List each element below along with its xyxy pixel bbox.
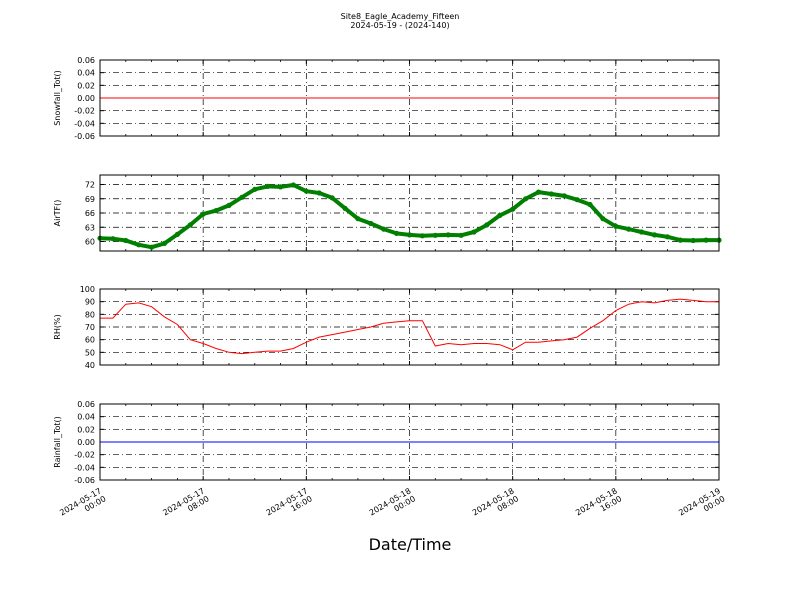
data-point <box>355 216 361 222</box>
y-tick-label: -0.04 <box>74 119 95 128</box>
data-point <box>445 232 451 238</box>
data-point <box>226 202 232 208</box>
plot-frame <box>99 59 720 137</box>
y-tick-label: -0.02 <box>74 451 95 460</box>
data-point <box>381 226 387 232</box>
y-tick-label: 50 <box>85 348 95 357</box>
data-point <box>613 223 619 229</box>
data-point <box>484 222 490 228</box>
y-tick-label: 0.06 <box>77 400 95 409</box>
data-point <box>213 208 219 214</box>
panels: -0.06 -0.04 -0.02 0.00 0.02 0.04 0.06 Snowfall_… <box>53 56 722 485</box>
y-tick-label: -0.02 <box>74 107 95 116</box>
y-tick-label: -0.06 <box>74 476 95 485</box>
data-point <box>303 188 309 194</box>
y-tick-label: 70 <box>85 323 95 332</box>
data-point <box>510 206 516 212</box>
y-tick-label: 0.02 <box>77 81 95 90</box>
panel-1: 60 63 66 69 72 AirTF() <box>53 174 722 252</box>
y-tick-label: 72 <box>85 181 95 190</box>
data-point <box>290 182 296 188</box>
y-tick-label: 60 <box>85 336 95 345</box>
y-tick-label: 90 <box>85 298 95 307</box>
data-point <box>342 205 348 211</box>
panel-3: -0.06 -0.04 -0.02 0.00 0.02 0.04 0.06 Rainfall_… <box>53 400 720 485</box>
data-point <box>561 193 567 199</box>
chart-title: Site8_Eagle_Academy_Fifteen <box>341 12 460 21</box>
data-point <box>664 234 671 240</box>
y-tick-label: 66 <box>85 209 95 218</box>
data-point <box>161 240 168 246</box>
data-point <box>368 220 374 227</box>
data-point <box>394 230 400 236</box>
y-axis-label: Rainfall_Tot() <box>53 416 62 468</box>
data-point <box>265 183 271 189</box>
data-point <box>406 232 413 238</box>
y-tick-label: 80 <box>85 310 95 319</box>
data-point <box>587 201 593 208</box>
plot-frame <box>99 288 720 366</box>
data-point <box>535 189 542 195</box>
y-axis-label: AirTF() <box>53 200 62 227</box>
plot-frame <box>99 174 720 252</box>
data-point <box>136 242 142 248</box>
y-tick-label: -0.06 <box>74 132 95 141</box>
data-point <box>149 244 155 250</box>
data-point <box>458 232 464 238</box>
data-point <box>329 195 335 201</box>
data-point <box>548 191 555 197</box>
data-point <box>187 222 193 228</box>
y-tick-label: 100 <box>80 285 95 294</box>
chart-subtitle: 2024-05-19 - (2024-140) <box>350 21 449 30</box>
data-point <box>200 211 206 217</box>
data-point <box>626 226 632 232</box>
data-point <box>277 184 284 190</box>
x-axis-label: Date/Time <box>369 535 452 554</box>
data-point <box>123 237 129 244</box>
data-point <box>703 237 709 243</box>
panel-2: 40 50 60 70 80 90 100 RH(%) <box>53 285 720 370</box>
data-point <box>651 232 658 238</box>
series-line <box>100 298 719 355</box>
data-point <box>239 194 245 200</box>
y-tick-label: 60 <box>85 238 95 247</box>
data-point <box>600 216 606 222</box>
data-point <box>677 237 683 243</box>
y-tick-label: -0.04 <box>74 463 95 472</box>
data-point <box>432 232 438 238</box>
y-axis-label: RH(%) <box>53 314 62 339</box>
data-point <box>471 229 477 235</box>
data-point <box>174 231 180 237</box>
data-point <box>110 236 116 242</box>
data-point <box>252 186 258 192</box>
y-tick-label: 40 <box>85 361 95 370</box>
data-point <box>316 190 322 196</box>
y-axis-label: Snowfall_Tot() <box>53 70 62 126</box>
y-tick-label: 0.00 <box>77 94 95 103</box>
data-point <box>574 197 580 203</box>
y-tick-label: 69 <box>85 195 95 204</box>
data-point <box>639 229 645 235</box>
y-tick-label: 0.06 <box>77 56 95 65</box>
data-point <box>523 196 529 202</box>
panel-0: -0.06 -0.04 -0.02 0.00 0.02 0.04 0.06 Snowfall_… <box>53 56 720 141</box>
y-tick-label: 0.00 <box>77 438 95 447</box>
y-tick-label: 0.02 <box>77 425 95 434</box>
y-tick-label: 0.04 <box>77 413 95 422</box>
data-point <box>497 212 503 218</box>
y-tick-label: 63 <box>85 223 95 232</box>
plot-frame <box>99 403 720 481</box>
data-point <box>690 237 696 244</box>
data-point <box>419 233 425 239</box>
y-tick-label: 0.04 <box>77 69 95 78</box>
